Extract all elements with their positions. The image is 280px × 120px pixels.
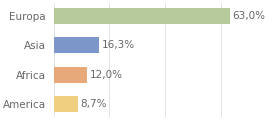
Bar — [53, 8, 230, 24]
Text: 12,0%: 12,0% — [90, 70, 123, 80]
Bar — [53, 67, 87, 83]
Text: 63,0%: 63,0% — [232, 11, 265, 21]
Bar — [53, 37, 99, 53]
Bar — [53, 96, 78, 112]
Text: 8,7%: 8,7% — [81, 99, 107, 109]
Text: 16,3%: 16,3% — [102, 40, 135, 50]
